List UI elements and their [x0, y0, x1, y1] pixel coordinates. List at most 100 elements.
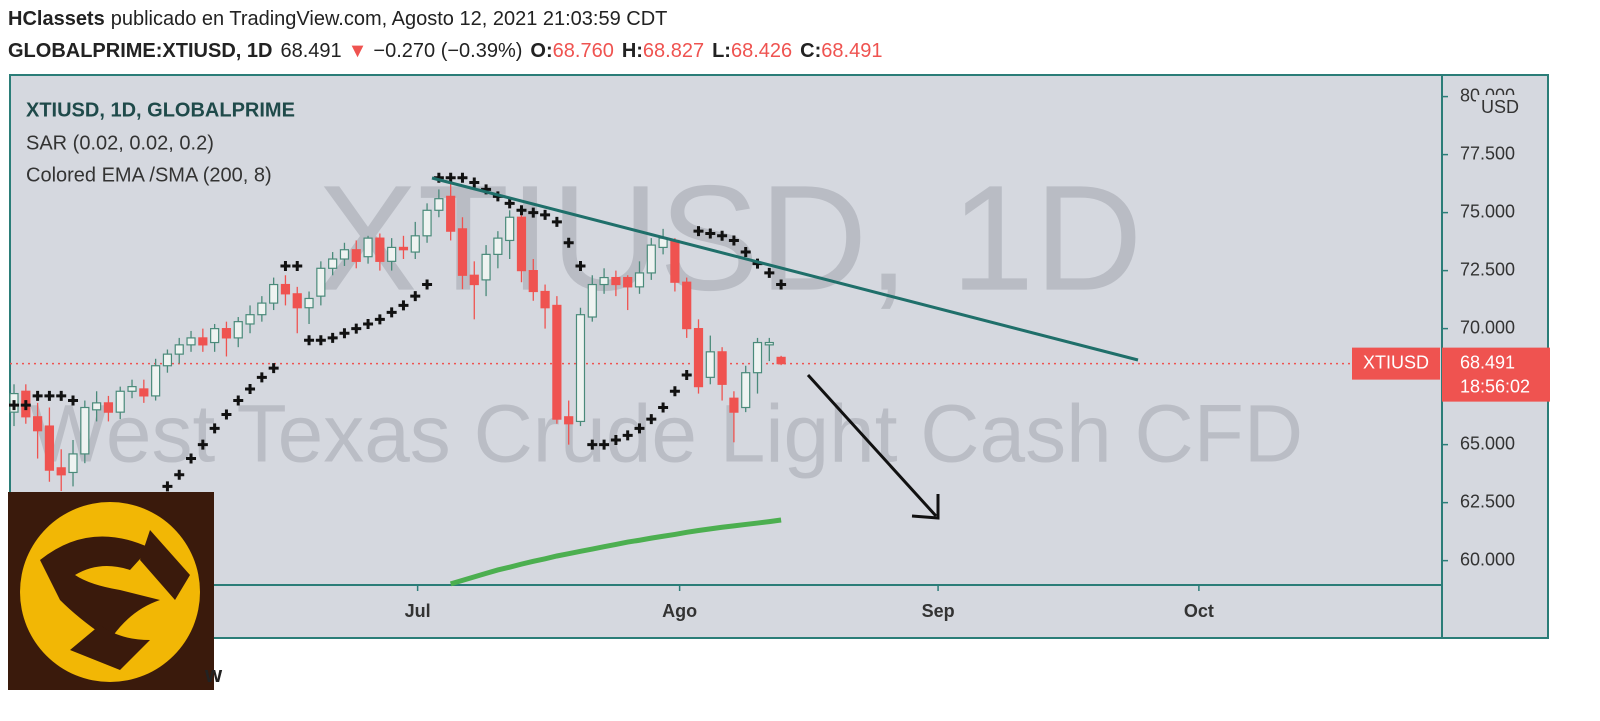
- sar-point: [197, 439, 208, 450]
- sar-point: [728, 235, 739, 246]
- sar-point: [9, 400, 20, 411]
- sar-point: [422, 279, 433, 290]
- candle-body: [422, 209, 432, 237]
- ohlc-key: O:: [530, 40, 552, 62]
- price-box: [1442, 347, 1550, 402]
- footer-fragment: w: [204, 662, 223, 687]
- sar-point: [386, 307, 397, 318]
- candle-body: [552, 304, 562, 420]
- price-countdown: 18:56:02: [1460, 376, 1530, 396]
- sar-point: [315, 335, 326, 346]
- candle-body: [717, 351, 727, 385]
- candle-body: [469, 274, 479, 286]
- candle-body: [776, 356, 786, 365]
- sar-point: [563, 237, 574, 248]
- candle-body: [634, 272, 645, 288]
- y-tick-label: 60.000: [1460, 549, 1515, 569]
- candle-body: [387, 246, 397, 262]
- sar-point: [658, 402, 669, 413]
- arrow-drawing: [806, 373, 940, 520]
- sar-point: [32, 390, 43, 401]
- ohlc-value: 68.426: [731, 40, 792, 62]
- y-tick-label: 72.500: [1460, 259, 1515, 279]
- candle-body: [115, 390, 125, 413]
- candle-body: [752, 341, 763, 374]
- candle-body: [528, 270, 538, 293]
- candle-body: [127, 386, 137, 392]
- sar-point: [469, 177, 480, 188]
- candle-body: [398, 246, 409, 251]
- sar-point: [233, 395, 244, 406]
- price-value: 68.491: [1460, 352, 1515, 372]
- moving-average-line: [449, 517, 782, 587]
- y-tick-label: 77.500: [1460, 143, 1515, 163]
- sar-point: [44, 390, 55, 401]
- candle-body: [611, 276, 621, 286]
- published: publicado en TradingView.com, Agosto 12,…: [111, 8, 668, 30]
- sar-point: [374, 314, 385, 325]
- sar-point: [681, 370, 692, 381]
- chart-frame: [9, 74, 1549, 639]
- sar-point: [634, 423, 645, 434]
- candle-body: [257, 302, 267, 316]
- candle-body: [646, 244, 656, 274]
- candle-body: [564, 416, 574, 425]
- candle-body: [410, 235, 420, 253]
- candle-body: [516, 216, 527, 272]
- ohlc-key: C:: [800, 40, 821, 62]
- change-arrow: ▼: [348, 40, 368, 62]
- candle-body: [210, 328, 220, 344]
- sar-point: [351, 323, 362, 334]
- trend-line: [431, 176, 1139, 362]
- sar-point: [610, 434, 621, 445]
- sar-point: [20, 400, 31, 411]
- candle-body: [103, 402, 114, 413]
- x-tick-label: Oct: [1184, 601, 1214, 621]
- sar-point: [339, 328, 350, 339]
- sar-point: [587, 439, 598, 450]
- sar-point: [717, 230, 728, 241]
- sar-point: [622, 430, 633, 441]
- sar-point: [209, 423, 220, 434]
- candle-body: [505, 216, 515, 242]
- candle-body: [682, 281, 692, 330]
- candle-body: [575, 314, 586, 423]
- ohlc-value: 68.760: [553, 40, 614, 62]
- candle-body: [233, 321, 243, 339]
- candle-body: [92, 402, 102, 411]
- legend-title: XTIUSD, 1D, GLOBALPRIME: [26, 99, 295, 121]
- watermark: XTIUSD, 1D: [317, 154, 1142, 322]
- watermark-subtitle: West Texas Crude Light Cash CFD: [30, 389, 1303, 480]
- candle-body: [670, 239, 680, 283]
- candle-body: [623, 276, 633, 288]
- sar-point: [693, 226, 704, 237]
- candle-body: [221, 328, 232, 339]
- candle-body: [587, 283, 597, 318]
- y-tick-label: 65.000: [1460, 433, 1515, 453]
- candle-body: [139, 388, 149, 397]
- candle-body: [174, 344, 184, 355]
- candle-body: [540, 290, 550, 309]
- candle-body: [33, 416, 43, 432]
- symbol: GLOBALPRIME:XTIUSD, 1D: [8, 40, 272, 62]
- sar-point: [245, 383, 256, 394]
- sar-point: [174, 469, 185, 480]
- candle-body: [280, 283, 291, 295]
- candle-body: [339, 249, 350, 260]
- sar-point: [186, 453, 197, 464]
- candle-body: [328, 258, 338, 269]
- sar-point: [268, 363, 279, 374]
- legend-entry: Colored EMA /SMA (200, 8): [26, 164, 272, 186]
- sar-point: [363, 318, 374, 329]
- candle-body: [741, 372, 751, 409]
- sar-point: [776, 279, 787, 290]
- sar-point: [457, 172, 468, 183]
- y-tick-label: 75.000: [1460, 201, 1515, 221]
- candle-body: [186, 337, 196, 346]
- sar-point: [327, 332, 338, 343]
- sar-point: [445, 172, 456, 183]
- candle-body: [764, 341, 774, 346]
- candle-body: [151, 365, 161, 397]
- ohlc-value: 68.491: [821, 40, 882, 62]
